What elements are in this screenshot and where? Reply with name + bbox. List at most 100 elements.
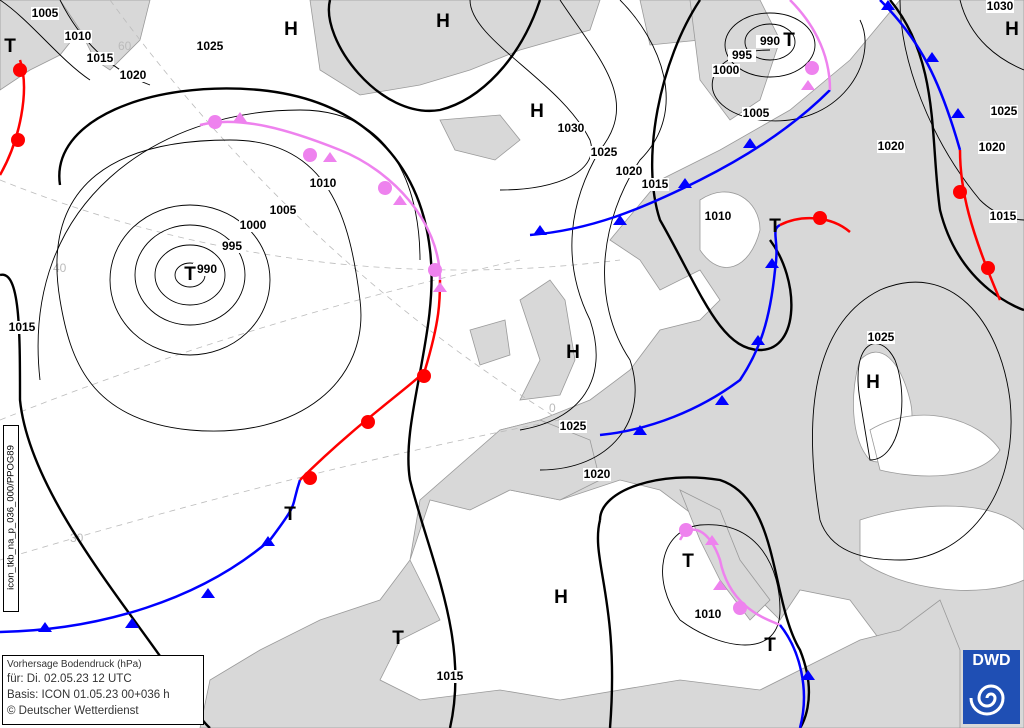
isobar-label: 1010 xyxy=(65,29,92,43)
isobar xyxy=(724,12,816,78)
grid-line xyxy=(0,179,621,271)
run-id: icon_tkb_na_p_036_000/PPOG89 xyxy=(5,445,17,590)
sea-area xyxy=(859,505,1024,591)
label-bg xyxy=(436,670,464,683)
low-pressure-center: T xyxy=(184,264,196,285)
cold-front-triangle xyxy=(125,618,139,628)
label-bg xyxy=(119,69,147,82)
label-bg xyxy=(196,40,224,53)
warm-front-semicircle xyxy=(361,415,375,429)
isobar-label: 1020 xyxy=(979,140,1006,154)
label-bg xyxy=(877,140,905,153)
occlusion-triangle xyxy=(433,282,447,292)
low-pressure-center: T xyxy=(4,36,16,57)
isobar xyxy=(56,139,362,432)
isobar-label: 1005 xyxy=(270,203,297,217)
isobar-label: 1000 xyxy=(240,218,267,232)
sea-area xyxy=(869,414,1001,477)
warm-front xyxy=(958,149,1002,301)
land-area xyxy=(679,489,771,621)
label-bg xyxy=(756,35,784,48)
cold-front xyxy=(0,479,302,634)
label-bg xyxy=(728,49,756,62)
isobar-label: 1020 xyxy=(616,164,643,178)
cold-front xyxy=(529,89,831,237)
isobar-label: 1025 xyxy=(591,145,618,159)
cold-front-triangle xyxy=(925,52,939,62)
occlusion-triangle xyxy=(713,580,727,590)
label-bg xyxy=(615,165,643,178)
label-bg xyxy=(218,240,246,253)
cold-front-triangle xyxy=(533,225,547,235)
high-pressure-center: H xyxy=(530,101,544,122)
isobar-label: 995 xyxy=(222,239,242,253)
isobar-label: 1020 xyxy=(584,467,611,481)
low-pressure-center: T xyxy=(682,551,694,572)
occlusion-triangle xyxy=(233,112,247,122)
label-bg xyxy=(86,52,114,65)
cold-front-triangle xyxy=(765,258,779,268)
label-bg xyxy=(989,210,1017,223)
isobar xyxy=(812,281,1012,561)
label-bg xyxy=(590,146,618,159)
isobar xyxy=(959,0,1024,71)
isobar xyxy=(154,244,226,306)
grid-label: 0 xyxy=(549,401,556,415)
legend-title: Vorhersage Bodendruck (hPa) xyxy=(7,659,142,670)
isobar xyxy=(109,204,271,356)
isobar-thick xyxy=(327,0,542,113)
occlusion-semicircle xyxy=(378,181,392,195)
label-bg xyxy=(986,0,1014,13)
occlusion-semicircle xyxy=(679,523,693,537)
label-bg xyxy=(712,64,740,77)
isobar-label: 1030 xyxy=(558,121,585,135)
label-bg xyxy=(583,468,611,481)
isobar-label: 1025 xyxy=(991,104,1018,118)
low-pressure-center: T xyxy=(764,635,776,656)
isobar-label: 1020 xyxy=(120,68,147,82)
high-pressure-center: H xyxy=(1005,19,1019,40)
low-pressure-center: T xyxy=(769,216,781,237)
occlusion-semicircle xyxy=(208,115,222,129)
label-bg xyxy=(31,7,59,20)
label-bg xyxy=(742,107,770,120)
dwd-logo-text: DWD xyxy=(972,652,1011,669)
cold-front-triangle xyxy=(201,588,215,598)
cold-front xyxy=(599,223,781,437)
isobar-label: 1010 xyxy=(705,209,732,223)
occlusion-semicircle xyxy=(733,601,747,615)
cold-front-triangle xyxy=(678,178,692,188)
isobar-thick xyxy=(596,476,811,728)
warm-front-semicircle xyxy=(303,471,317,485)
occlusion-semicircle xyxy=(303,148,317,162)
isobar xyxy=(519,0,618,431)
cold-front-triangle xyxy=(715,395,729,405)
warm-front-semicircle xyxy=(953,185,967,199)
warm-front-semicircle xyxy=(813,211,827,225)
pressure-centers: H H H H H H H T T T T T T T T xyxy=(4,11,1019,656)
isobar xyxy=(857,343,903,461)
high-pressure-center: H xyxy=(866,372,880,393)
occlusion-semicircle xyxy=(428,263,442,277)
warm-front-semicircle xyxy=(981,261,995,275)
fronts xyxy=(0,0,1002,728)
land-area xyxy=(439,114,521,161)
occlusion xyxy=(789,0,832,91)
land-area xyxy=(309,0,601,96)
isobar xyxy=(0,0,91,81)
run-id-box: icon_tkb_na_p_036_000/PPOG89 xyxy=(3,425,19,612)
isobar xyxy=(539,0,667,471)
isobar-label: 1015 xyxy=(990,209,1017,223)
label-bg xyxy=(309,177,337,190)
cold-front-triangle xyxy=(801,670,815,680)
isobar-label: 1025 xyxy=(560,419,587,433)
grid-line xyxy=(109,0,561,421)
swirl-icon xyxy=(969,684,1005,716)
high-pressure-center: H xyxy=(284,19,298,40)
isobar-label: 1015 xyxy=(437,669,464,683)
high-pressure-center: H xyxy=(566,342,580,363)
cold-front-triangle xyxy=(38,622,52,632)
label-bg xyxy=(64,30,92,43)
